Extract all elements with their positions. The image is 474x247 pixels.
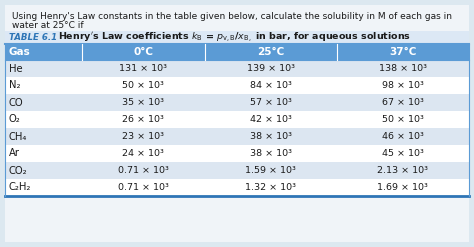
Text: 46 × 10³: 46 × 10³: [382, 132, 424, 141]
Text: CH₄: CH₄: [9, 131, 27, 142]
Text: 42 × 10³: 42 × 10³: [250, 115, 292, 124]
Text: 26 × 10³: 26 × 10³: [122, 115, 164, 124]
Text: 25°C: 25°C: [257, 47, 284, 57]
Text: CO: CO: [9, 98, 24, 107]
Bar: [5, 179, 469, 196]
Text: 35 × 10³: 35 × 10³: [122, 98, 164, 107]
Text: 38 × 10³: 38 × 10³: [250, 149, 292, 158]
Text: 0.71 × 10³: 0.71 × 10³: [118, 183, 168, 192]
Text: 50 × 10³: 50 × 10³: [382, 115, 424, 124]
Bar: [5, 145, 469, 162]
Bar: [5, 77, 469, 94]
Text: 1.32 × 10³: 1.32 × 10³: [245, 183, 296, 192]
Text: 67 × 10³: 67 × 10³: [382, 98, 424, 107]
Text: Henry$'$s Law coefficients $k_\mathrm{B}$ = $p_{\mathrm{v,B}}$/$x_{\mathrm{B,}}$: Henry$'$s Law coefficients $k_\mathrm{B}…: [58, 31, 411, 44]
Text: 0.71 × 10³: 0.71 × 10³: [118, 166, 168, 175]
Bar: [5, 60, 469, 77]
Text: 37°C: 37°C: [389, 47, 417, 57]
Text: 139 × 10³: 139 × 10³: [246, 64, 295, 73]
Text: 84 × 10³: 84 × 10³: [250, 81, 292, 90]
Text: Ar: Ar: [9, 148, 20, 159]
Text: C₂H₂: C₂H₂: [9, 183, 31, 192]
Text: water at 25°C if: water at 25°C if: [12, 21, 83, 30]
Text: CO₂: CO₂: [9, 165, 27, 176]
Bar: [5, 44, 469, 60]
Text: 2.13 × 10³: 2.13 × 10³: [377, 166, 428, 175]
FancyBboxPatch shape: [5, 31, 469, 44]
Text: 24 × 10³: 24 × 10³: [122, 149, 164, 158]
Text: 1.69 × 10³: 1.69 × 10³: [377, 183, 428, 192]
Text: O₂: O₂: [9, 115, 21, 124]
Text: Using Henry's Law constants in the table given below, calculate the solubility i: Using Henry's Law constants in the table…: [12, 12, 452, 21]
Text: 23 × 10³: 23 × 10³: [122, 132, 164, 141]
Text: 38 × 10³: 38 × 10³: [250, 132, 292, 141]
Text: He: He: [9, 63, 23, 74]
FancyBboxPatch shape: [5, 5, 469, 242]
Text: 98 × 10³: 98 × 10³: [382, 81, 424, 90]
Text: 131 × 10³: 131 × 10³: [119, 64, 167, 73]
Bar: [5, 111, 469, 128]
Bar: [5, 128, 469, 145]
Text: 1.59 × 10³: 1.59 × 10³: [245, 166, 296, 175]
Bar: [5, 162, 469, 179]
Bar: [5, 94, 469, 111]
Text: Gas: Gas: [9, 47, 31, 57]
Text: TABLE 6.1: TABLE 6.1: [9, 33, 57, 42]
Text: 45 × 10³: 45 × 10³: [382, 149, 424, 158]
Text: 50 × 10³: 50 × 10³: [122, 81, 164, 90]
Text: N₂: N₂: [9, 81, 20, 90]
Text: 138 × 10³: 138 × 10³: [379, 64, 427, 73]
Text: 57 × 10³: 57 × 10³: [250, 98, 292, 107]
Text: 0°C: 0°C: [133, 47, 153, 57]
